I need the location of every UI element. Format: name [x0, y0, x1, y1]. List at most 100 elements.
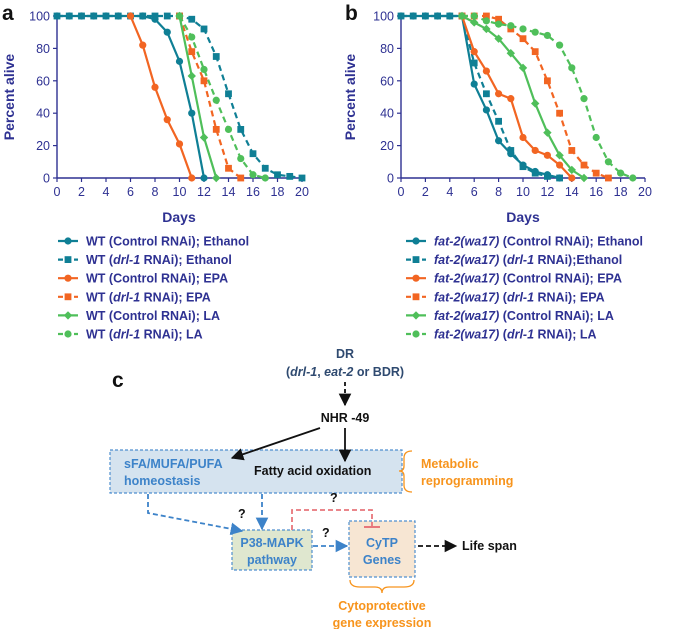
legend-b-entry: fat-2(wa17) (Control RNAi); LA: [406, 309, 614, 323]
legend-a-entry: WT (Control RNAi); Ethanol: [58, 235, 249, 249]
series-fat2_drl1_eth-point: [507, 147, 515, 154]
series-wt_drl1_eth-point: [212, 53, 220, 60]
series-wt_drl1_la-point: [224, 125, 233, 133]
cytp-box: [348, 520, 416, 578]
series-wt_ctrl_epa-point: [175, 140, 184, 148]
diagram-c: DR (drl-1, eat-2 or BDR) NHR -49 sFA/MUF…: [109, 347, 517, 629]
series-fat2_drl1_eth-point: [434, 12, 441, 20]
chart-a-ylabel: Percent alive: [1, 54, 17, 141]
series-wt_drl1_epa-point: [212, 126, 220, 133]
legend-b-label: fat-2(wa17) (drl-1 RNAi); EPA: [434, 290, 605, 304]
legend-b: fat-2(wa17) (Control RNAi); Ethanolfat-2…: [406, 235, 643, 342]
legend-b-swatch-marker: [412, 256, 420, 263]
chart-b-y-tick-label: 100: [373, 10, 394, 24]
series-wt_drl1_la-point: [261, 174, 269, 182]
legend-a: WT (Control RNAi); Ethanol WT (drl-1 RNAi…: [58, 235, 249, 342]
series-fat2_ctrl_eth: [397, 12, 564, 182]
legend-a-entry: WT (Control RNAi); EPA: [58, 272, 228, 286]
legend-label-part: WT (: [86, 253, 114, 267]
series-wt_drl1_eth-point: [249, 150, 257, 158]
question-mark-2: ?: [330, 491, 338, 505]
chart-b: Percent alive Days 0 2 4 6 8 10 12 14 16 18 20 0 20 4…: [342, 10, 652, 226]
cytp-label-line1: CyTP: [366, 536, 398, 550]
legend-a-entry: WT (drl-1 RNAi); EPA: [58, 290, 211, 304]
legend-label-part: (: [499, 290, 507, 304]
chart-b-y-tick-label: 40: [380, 107, 394, 121]
inhibition-path: [291, 509, 373, 530]
chart-b-x-tick-label: 12: [540, 185, 554, 199]
legend-label-part: WT (Control RNAi); EPA: [86, 272, 228, 286]
series-fat2_ctrl_la-point: [567, 165, 576, 175]
series-wt_ctrl_epa-point: [151, 83, 159, 91]
legend-a-label: WT (Control RNAi); EPA: [86, 272, 228, 286]
series-fat2_drl1_eth-point: [397, 12, 405, 20]
series-wt_ctrl_epa-point: [126, 12, 135, 20]
series-fat2_drl1_eth-point: [519, 163, 527, 171]
chart-b-x-tick-label: 14: [565, 185, 579, 199]
question-mark-1: ?: [238, 507, 246, 521]
chart-a-x-tick-label: 18: [271, 185, 285, 199]
series-fat2_ctrl_epa-point: [482, 67, 490, 75]
series-wt_drl1_epa-point: [237, 174, 245, 182]
legend-label-part: (: [499, 328, 507, 342]
series-fat2_ctrl_eth-point: [482, 106, 490, 114]
series-wt_drl1_eth-point: [286, 172, 294, 180]
series-fat2_drl1_eth-point: [483, 90, 490, 98]
legend-a-entry: WT (Control RNAi); LA: [58, 309, 220, 323]
series-wt_drl1_la-point: [237, 154, 245, 163]
series-fat2_drl1_la-point: [482, 17, 490, 25]
p38-box: [231, 529, 313, 571]
legend-label-part: RNAi);Ethanol: [534, 253, 622, 267]
sfa-label-line2: homeostasis: [124, 474, 200, 488]
legend-b-entry: fat-2(wa17) (drl-1 RNAi);Ethanol: [406, 253, 622, 267]
series-fat2_ctrl_epa-point: [470, 48, 478, 56]
chart-a-x-tick-label: 6: [127, 185, 134, 199]
dr-comma: ,: [317, 365, 324, 379]
chart-a-ylabel-group: Percent alive: [1, 54, 17, 141]
legend-b-entry: fat-2(wa17) (Control RNAi); EPA: [406, 272, 622, 286]
legend-label-part: fat-2(wa17): [434, 328, 499, 342]
chart-b-x-tick-label: 0: [398, 185, 405, 199]
series-wt_ctrl_eth-point: [188, 109, 196, 117]
series-fat2_ctrl_la-point: [506, 49, 515, 58]
legend-a-swatch-marker: [63, 311, 73, 320]
legend-label-part: WT (: [86, 290, 114, 304]
legend-a-label: WT (drl-1 RNAi); LA: [86, 328, 203, 342]
series-fat2_ctrl_la-point: [470, 18, 479, 27]
series-fat2_drl1_la-point: [580, 95, 588, 103]
series-fat2_drl1_eth-point: [470, 59, 478, 67]
series-fat2_ctrl_la-point: [494, 34, 503, 43]
dr-conditions: (drl-1, eat-2 or BDR): [286, 365, 404, 379]
chart-a-x-tick-label: 0: [54, 185, 61, 199]
panel-c-letter: c: [112, 369, 124, 392]
nhr49-label: NHR -49: [321, 411, 370, 425]
dr-drl1: drl-1: [290, 365, 317, 379]
chart-b-series: [397, 11, 637, 183]
series-wt_drl1_eth-point: [200, 25, 208, 33]
metabolic-brace: [398, 450, 413, 493]
series-wt_drl1_epa-point: [188, 48, 196, 56]
series-wt_drl1_eth-point: [237, 126, 245, 133]
series-wt_drl1_eth: [53, 12, 306, 182]
series-wt_drl1_la: [175, 12, 269, 182]
chart-a-x-tick-label: 8: [152, 185, 159, 199]
chart-a-x-tick-label: 4: [103, 185, 110, 199]
series-wt_ctrl_la: [175, 11, 221, 183]
series-wt_drl1_la-point: [188, 33, 196, 41]
series-fat2_drl1_la-point: [592, 133, 600, 142]
legend-label-part: fat-2(wa17): [434, 272, 499, 286]
series-fat2_ctrl_epa-point: [519, 133, 527, 142]
series-fat2_ctrl_la-point: [555, 151, 564, 160]
legend-label-part: drl-1: [113, 253, 140, 267]
series-fat2_drl1_la: [458, 12, 637, 182]
legend-label-part: RNAi); LA: [534, 328, 597, 342]
series-fat2_drl1_la-point: [556, 41, 564, 49]
series-fat2_drl1_eth-point: [409, 12, 417, 20]
chart-b-y-tick-label: 0: [387, 172, 394, 186]
series-wt_ctrl_la-point: [199, 133, 209, 142]
legend-b-swatch-marker: [412, 274, 420, 282]
chart-b-x-tick-label: 16: [589, 185, 603, 199]
legend-b-label: fat-2(wa17) (Control RNAi); EPA: [434, 272, 622, 286]
chart-b-y-tick-label: 60: [380, 74, 394, 88]
series-fat2_drl1_eth-point: [446, 12, 454, 20]
